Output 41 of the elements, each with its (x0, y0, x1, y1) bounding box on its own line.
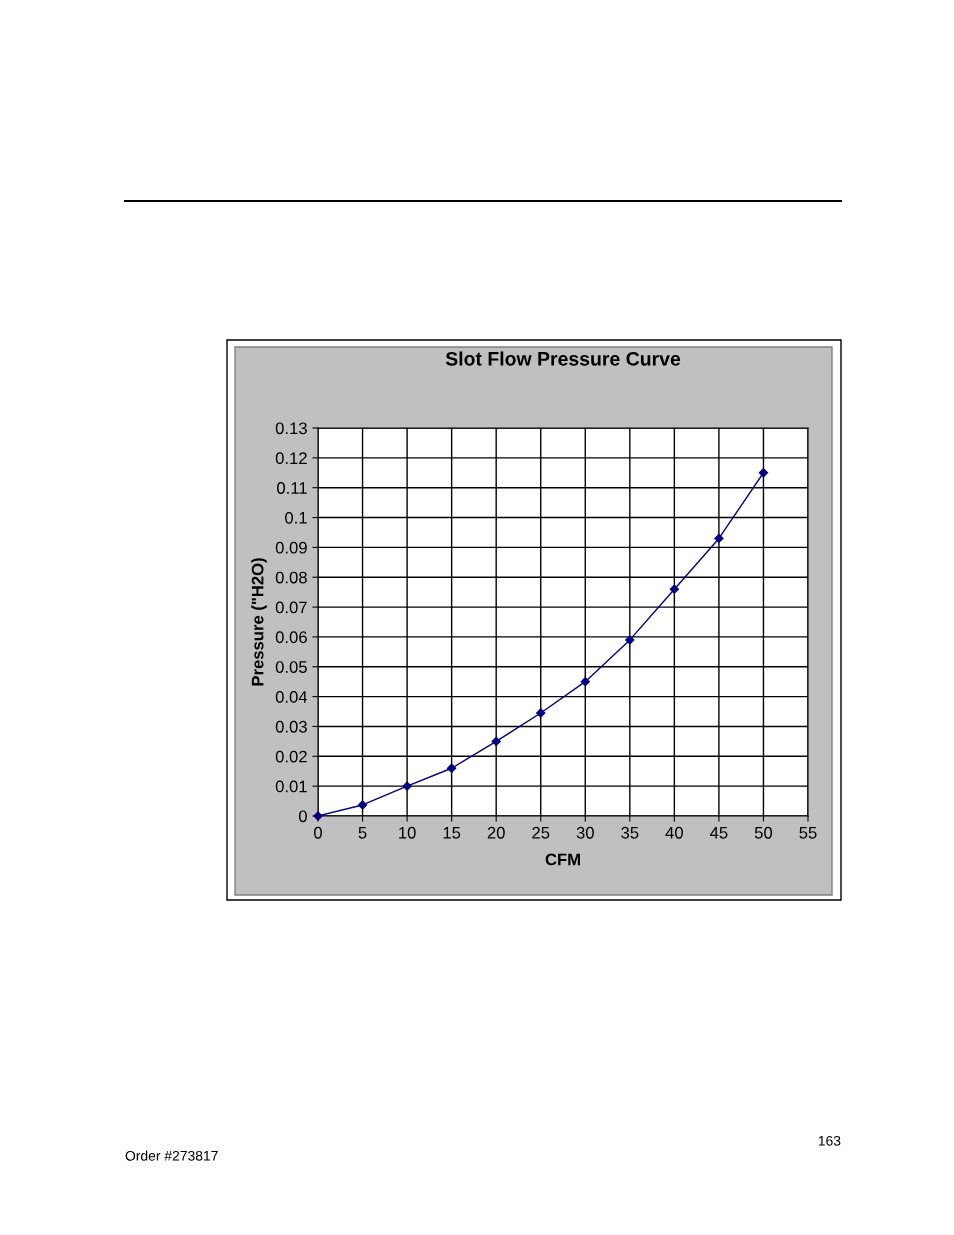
text: 163 (818, 1135, 841, 1146)
y-tick-label: 0.06 (275, 631, 307, 644)
chart-title: Slot Flow Pressure Curve (445, 351, 681, 366)
point (536, 708, 546, 718)
y-tick-label: 0.13 (275, 422, 307, 435)
y-axis-title: Pressure ("H2O) (251, 558, 267, 686)
x-tick-label: 0 (314, 826, 322, 839)
point (714, 533, 724, 544)
text: Order #273817 (125, 1150, 218, 1161)
y-tick-label: 0.02 (275, 750, 307, 763)
point (447, 763, 457, 773)
x-tick-label: 40 (665, 826, 683, 839)
point (625, 635, 635, 645)
y-tick-label: 0.12 (275, 452, 307, 465)
y-tick-label: 0.08 (275, 571, 307, 584)
y-tick-label: 0.03 (275, 720, 307, 733)
x-tick-label: 20 (487, 826, 505, 839)
x-tick-label: 50 (754, 826, 773, 839)
y-tick-label: 0.04 (275, 691, 308, 703)
point (402, 781, 412, 791)
point (580, 677, 590, 687)
y-tick-label: 0.05 (275, 661, 307, 673)
point (758, 468, 769, 478)
point (669, 584, 679, 594)
point (491, 736, 501, 747)
y-tick-label: 0.07 (275, 601, 307, 614)
x-tick-label: 5 (358, 827, 367, 839)
y-tick-label: 0.11 (277, 482, 307, 494)
point (357, 800, 368, 810)
x-tick-label: 15 (443, 827, 461, 839)
x-tick-label: 25 (532, 826, 550, 839)
y-tick-label: 0.09 (275, 541, 307, 554)
y-tick-label: 0 (298, 810, 307, 823)
x-tick-label: 30 (576, 826, 594, 839)
y-tick-label: 0.01 (275, 780, 307, 793)
y-tick-label: 0.1 (285, 511, 307, 524)
x-tick-label: 55 (799, 827, 817, 839)
x-tick-label: 35 (621, 826, 639, 839)
x-axis-title: CFM (545, 853, 580, 866)
x-tick-label: 45 (710, 827, 728, 839)
x-tick-label: 10 (399, 826, 416, 839)
